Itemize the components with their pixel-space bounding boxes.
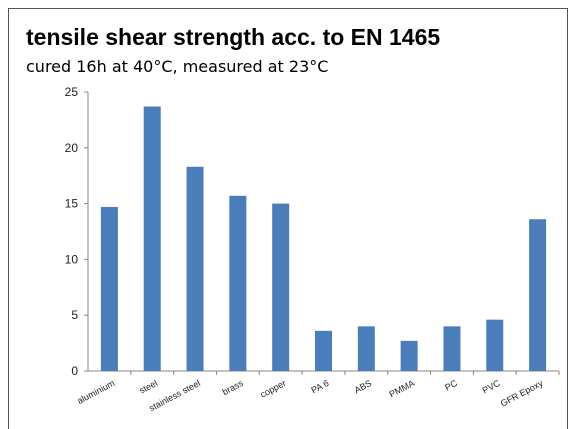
bar-pa-6: [315, 330, 332, 371]
x-tick-label: copper: [259, 378, 288, 400]
bar-pmma: [400, 340, 418, 371]
y-tick-label: 10: [65, 252, 79, 266]
chart-subtitle: cured 16h at 40°C, measured at 23°C: [26, 57, 329, 76]
x-tick-label: PC: [443, 378, 459, 393]
bar-aluminium: [100, 206, 118, 371]
x-tick-label: ABS: [353, 378, 374, 395]
bar-pvc: [486, 319, 504, 371]
y-tick-label: 15: [65, 197, 79, 211]
bar-steel: [143, 106, 161, 372]
x-tick-label: GFR Epoxy: [499, 378, 545, 409]
x-tick-label: brass: [221, 378, 246, 397]
chart-frame: [8, 8, 568, 429]
x-tick-label: steel: [138, 378, 159, 396]
bar-copper: [272, 203, 290, 371]
x-tick-label: PVC: [481, 378, 502, 396]
chart-title: tensile shear strength acc. to EN 1465: [26, 24, 441, 50]
y-tick-label: 20: [65, 141, 79, 155]
y-tick-label: 5: [71, 308, 78, 322]
x-tick-label: PMMA: [388, 378, 417, 400]
bar-stainless-steel: [186, 166, 204, 371]
y-tick-label: 0: [71, 364, 78, 378]
y-tick-label: 25: [65, 85, 79, 99]
bar-abs: [357, 326, 375, 371]
x-tick-label: aluminium: [75, 378, 116, 406]
bar-gfr-epoxy: [529, 219, 547, 371]
bar-brass: [229, 195, 247, 371]
bar-pc: [443, 326, 461, 371]
x-tick-label: PA 6: [310, 378, 331, 395]
